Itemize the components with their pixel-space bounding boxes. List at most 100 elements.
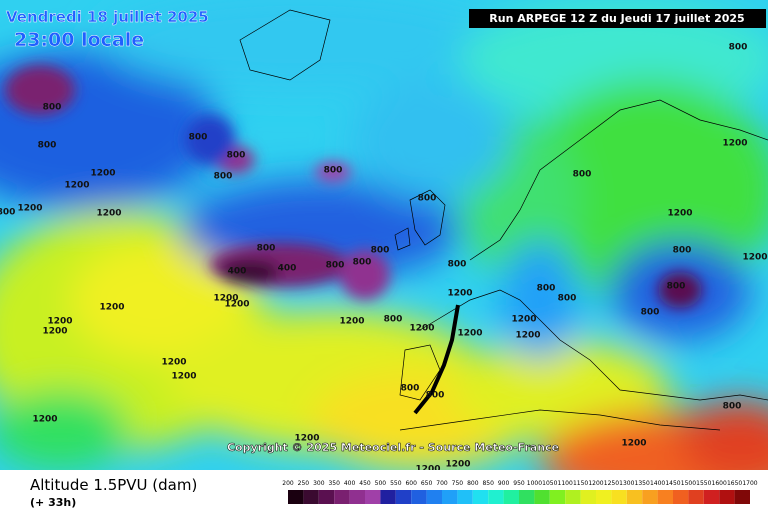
color-legend: 200 250 300 350 400 450 500 550 600 650 700 750 800 8… [282, 480, 758, 504]
legend-swatch [318, 490, 335, 504]
contour-label: 400 [278, 264, 297, 274]
contour-label: 1200 [90, 169, 115, 179]
legend-label: 1100 [558, 480, 573, 487]
legend-swatch [580, 490, 596, 504]
legend-label: 350 [328, 480, 340, 487]
contour-label: 1200 [722, 139, 747, 149]
legend-label: 1500 [681, 480, 696, 487]
contour-label: 1200 [409, 324, 434, 334]
contour-label: 800 [558, 294, 577, 304]
legend-label: 1350 [635, 480, 650, 487]
legend-swatch [503, 490, 519, 504]
legend-swatch [534, 490, 550, 504]
contour-label: 1200 [99, 303, 124, 313]
contour-label: 1200 [161, 358, 186, 368]
legend-swatch [673, 490, 689, 504]
copyright: Copyright © 2025 Meteociel.fr - Source M… [227, 441, 559, 454]
contour-label: 800 [43, 103, 62, 113]
legend-label: 1550 [696, 480, 711, 487]
legend-swatch [657, 490, 673, 504]
contour-label: 1200 [17, 204, 42, 214]
legend-label: 1050 [542, 480, 557, 487]
contour-label: 800 [673, 246, 692, 256]
legend-label: 650 [421, 480, 433, 487]
legend-swatch [395, 490, 412, 504]
run-label: Run ARPEGE 12 Z du Jeudi 17 juillet 2025 [489, 12, 744, 25]
contour-label: 1200 [447, 289, 472, 299]
contour-label: 800 [324, 166, 343, 176]
contour-label: 1200 [339, 317, 364, 327]
legend-swatch [734, 490, 750, 504]
legend-swatch [642, 490, 658, 504]
contour-label: 1200 [294, 434, 319, 444]
legend-swatch [457, 490, 473, 504]
contour-label: 800 [723, 402, 742, 412]
legend-label: 1700 [742, 480, 757, 487]
legend-swatch [288, 490, 304, 504]
contour-label: 800 [0, 208, 15, 218]
legend-label: 200 [282, 480, 294, 487]
contour-label: 1200 [32, 415, 57, 425]
contour-label: 800 [257, 244, 276, 254]
legend-swatch [472, 490, 489, 504]
contour-label: 1200 [96, 209, 121, 219]
contour-label: 800 [38, 141, 57, 151]
coastlines [239, 9, 768, 431]
contour-label: 800 [537, 284, 556, 294]
legend-swatch [411, 490, 427, 504]
legend-label: 900 [498, 480, 510, 487]
legend-label: 1200 [588, 480, 603, 487]
contour-label: 800 [418, 194, 437, 204]
contour-label: 800 [189, 133, 208, 143]
legend-swatch [426, 490, 442, 504]
contour-label: 1200 [47, 317, 72, 327]
legend-label: 450 [359, 480, 371, 487]
legend-label: 1250 [604, 480, 619, 487]
contour-label: 800 [641, 308, 660, 318]
legend-label: 1150 [573, 480, 588, 487]
contour-label: 1200 [511, 315, 536, 325]
legend-label: 1000 [527, 480, 542, 487]
contour-label: 800 [384, 315, 403, 325]
legend-label: 600 [405, 480, 417, 487]
legend-swatch [549, 490, 566, 504]
footer-lead: (+ 33h) [30, 496, 76, 509]
legend-swatch [596, 490, 612, 504]
legend-swatch [349, 490, 365, 504]
legend-swatch [519, 490, 535, 504]
contour-label: 800 [401, 384, 420, 394]
legend-swatch [334, 490, 350, 504]
legend-swatch [626, 490, 643, 504]
contour-label: 1200 [415, 465, 440, 475]
contour-label: 800 [326, 261, 345, 271]
contour-label: 800 [667, 282, 686, 292]
contour-label: 1200 [213, 294, 238, 304]
legend-swatch [365, 490, 381, 504]
footer-title: Altitude 1.5PVU (dam) [30, 476, 197, 494]
legend-swatch [611, 490, 627, 504]
legend-swatch [380, 490, 396, 504]
contour-label: 1200 [457, 329, 482, 339]
contour-label: 400 [228, 267, 247, 277]
legend-swatch [303, 490, 319, 504]
contour-label: 1200 [515, 331, 540, 341]
legend-label: 1400 [650, 480, 665, 487]
legend-label: 850 [482, 480, 494, 487]
contour-label: 1200 [667, 209, 692, 219]
contour-label: 1200 [742, 253, 767, 263]
contour-label: 800 [353, 258, 372, 268]
contour-label: 800 [729, 43, 748, 53]
legend-swatch [719, 490, 735, 504]
legend-swatch [703, 490, 720, 504]
contour-label: 1200 [621, 439, 646, 449]
legend-label: 300 [313, 480, 325, 487]
contour-label: 1200 [445, 460, 470, 470]
legend-swatch [688, 490, 704, 504]
contour-label: 1200 [42, 327, 67, 337]
contour-labels: 8008008008008008008001200120012008001200… [0, 43, 768, 475]
legend-label: 500 [375, 480, 387, 487]
legend-label: 1600 [712, 480, 727, 487]
contour-label: 800 [214, 172, 233, 182]
